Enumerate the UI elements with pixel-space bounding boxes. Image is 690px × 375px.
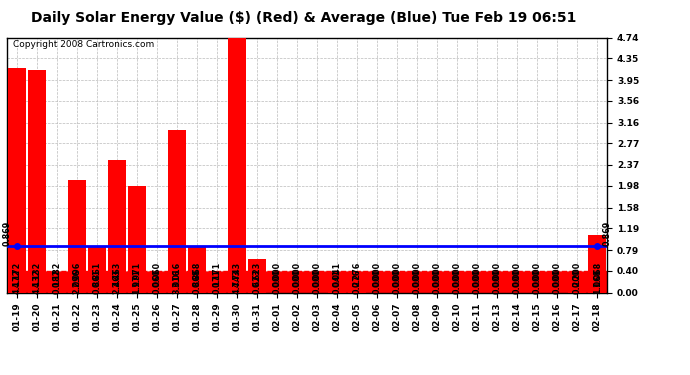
- Text: 0.000: 0.000: [453, 269, 462, 294]
- Text: 1.971: 1.971: [132, 262, 141, 287]
- Text: 0.000: 0.000: [433, 269, 442, 294]
- Text: 0.000: 0.000: [413, 262, 422, 287]
- Text: 0.000: 0.000: [393, 269, 402, 294]
- Bar: [48, 283, 66, 292]
- Text: 0.171: 0.171: [213, 262, 221, 287]
- Bar: [88, 246, 106, 292]
- Text: 0.182: 0.182: [52, 269, 61, 294]
- Text: 0.000: 0.000: [273, 262, 282, 287]
- Text: 1.068: 1.068: [593, 262, 602, 287]
- Text: 0.861: 0.861: [92, 262, 101, 287]
- Text: 0.000: 0.000: [293, 269, 302, 294]
- Text: 0.000: 0.000: [473, 262, 482, 287]
- Text: 0.276: 0.276: [353, 269, 362, 294]
- Text: 0.000: 0.000: [373, 262, 382, 287]
- Text: Copyright 2008 Cartronics.com: Copyright 2008 Cartronics.com: [13, 40, 154, 49]
- Text: 0.000: 0.000: [533, 269, 542, 294]
- Text: 0.000: 0.000: [553, 269, 562, 294]
- Text: 0.182: 0.182: [52, 262, 61, 287]
- Bar: [28, 70, 46, 292]
- Bar: [108, 160, 126, 292]
- Bar: [228, 38, 246, 292]
- Text: 0.000: 0.000: [373, 269, 382, 294]
- Text: 4.743: 4.743: [233, 269, 241, 294]
- Text: 0.000: 0.000: [453, 262, 462, 287]
- Text: 0.276: 0.276: [353, 262, 362, 287]
- Text: 0.623: 0.623: [253, 262, 262, 287]
- Text: 3.016: 3.016: [172, 269, 181, 294]
- Bar: [7, 271, 607, 292]
- Text: 0.000: 0.000: [413, 269, 422, 294]
- Text: 0.000: 0.000: [293, 262, 302, 287]
- Text: 0.171: 0.171: [213, 269, 221, 294]
- Text: 0.623: 0.623: [253, 269, 262, 294]
- Text: 2.463: 2.463: [112, 269, 121, 294]
- Bar: [328, 290, 346, 292]
- Text: 0.200: 0.200: [573, 269, 582, 294]
- Bar: [168, 130, 186, 292]
- Bar: [588, 235, 607, 292]
- Text: 1.971: 1.971: [132, 269, 141, 294]
- Bar: [348, 278, 366, 292]
- Text: 0.000: 0.000: [553, 262, 562, 287]
- Text: Daily Solar Energy Value ($) (Red) & Average (Blue) Tue Feb 19 06:51: Daily Solar Energy Value ($) (Red) & Ave…: [31, 11, 576, 25]
- Bar: [568, 282, 586, 292]
- Text: 0.000: 0.000: [493, 269, 502, 294]
- Text: 0.200: 0.200: [573, 262, 582, 287]
- Text: 0.000: 0.000: [493, 262, 502, 287]
- Bar: [68, 180, 86, 292]
- Text: 0.000: 0.000: [313, 269, 322, 294]
- Text: 4.743: 4.743: [233, 262, 241, 287]
- Text: 0.868: 0.868: [193, 269, 201, 294]
- Bar: [148, 289, 166, 292]
- Text: 2.463: 2.463: [112, 262, 121, 287]
- Text: 4.132: 4.132: [32, 262, 41, 287]
- Text: 0.861: 0.861: [92, 269, 101, 294]
- Bar: [188, 246, 206, 292]
- Text: 0.000: 0.000: [533, 262, 542, 287]
- Bar: [128, 186, 146, 292]
- Text: 0.041: 0.041: [333, 269, 342, 294]
- Text: 4.172: 4.172: [12, 269, 21, 294]
- Text: 0.000: 0.000: [433, 262, 442, 287]
- Bar: [208, 283, 226, 292]
- Text: 2.096: 2.096: [72, 269, 81, 294]
- Text: 4.172: 4.172: [12, 262, 21, 287]
- Text: 0.060: 0.060: [152, 269, 161, 294]
- Text: 0.868: 0.868: [193, 262, 201, 287]
- Text: 0.000: 0.000: [513, 269, 522, 294]
- Text: 0.869: 0.869: [2, 220, 12, 246]
- Bar: [8, 68, 26, 292]
- Text: 0.000: 0.000: [473, 269, 482, 294]
- Text: 3.016: 3.016: [172, 262, 181, 287]
- Text: 2.096: 2.096: [72, 262, 81, 287]
- Text: 0.060: 0.060: [152, 262, 161, 287]
- Text: 1.068: 1.068: [593, 269, 602, 294]
- Text: 0.000: 0.000: [273, 269, 282, 294]
- Text: 0.000: 0.000: [313, 262, 322, 287]
- Text: 0.869: 0.869: [602, 220, 612, 246]
- Text: 0.000: 0.000: [393, 262, 402, 287]
- Text: 0.000: 0.000: [513, 262, 522, 287]
- Text: 0.041: 0.041: [333, 262, 342, 287]
- Text: 4.132: 4.132: [32, 269, 41, 294]
- Bar: [248, 259, 266, 292]
